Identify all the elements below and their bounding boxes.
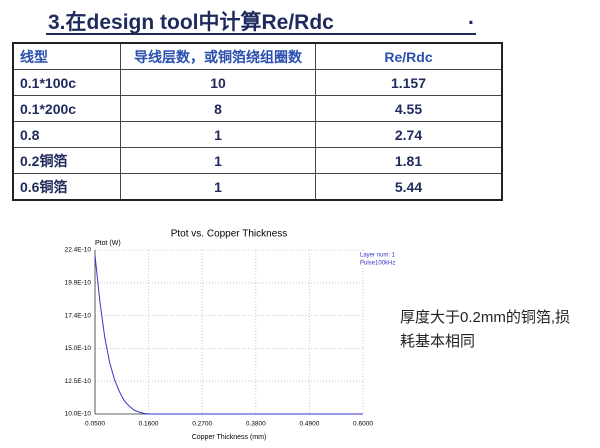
table-row: 0.1*200c 8 4.55 bbox=[12, 95, 503, 122]
column-header: 导线层数，或铜箔绕组圈数 bbox=[120, 42, 316, 70]
cell: 0.1*200c bbox=[12, 95, 121, 122]
cell: 1.81 bbox=[315, 147, 503, 174]
x-tick-label: 0.4900 bbox=[299, 421, 319, 428]
x-tick-label: 0.1600 bbox=[139, 421, 159, 428]
table-row: 0.2铜箔 1 1.81 bbox=[12, 147, 503, 174]
legend-text: Pulse100kHz bbox=[360, 261, 395, 267]
cell: 0.2铜箔 bbox=[12, 147, 121, 174]
line-series bbox=[94, 255, 363, 415]
x-tick-label: 0.3800 bbox=[246, 421, 266, 428]
cell: 0.8 bbox=[12, 121, 121, 148]
title: 3.在design tool中计算Re/Rdc bbox=[48, 11, 334, 34]
chart-title: Ptot vs. Copper Thickness bbox=[171, 229, 288, 240]
cell: 1 bbox=[120, 147, 316, 174]
x-tick-label: 0.2700 bbox=[192, 421, 212, 428]
title-underline bbox=[46, 33, 476, 35]
cell: 1 bbox=[120, 173, 316, 201]
y-tick-label: 15.0E-10 bbox=[65, 345, 92, 352]
header-row: 线型 导线层数，或铜箔绕组圈数 Re/Rdc bbox=[12, 42, 503, 70]
x-tick-label: 0.0500 bbox=[85, 421, 105, 428]
y-tick-label: 17.4E-10 bbox=[65, 312, 92, 319]
cell: 2.74 bbox=[315, 121, 503, 148]
cell: 4.55 bbox=[315, 95, 503, 122]
legend-text: Layer num: 1 bbox=[360, 253, 396, 259]
y-axis-label: Ptot (W) bbox=[95, 240, 121, 247]
table-row: 0.1*100c 10 1.157 bbox=[12, 69, 503, 96]
x-axis-label: Copper Thickness (mm) bbox=[192, 434, 267, 441]
y-tick-label: 10.0E-10 bbox=[65, 411, 92, 418]
cell: 1.157 bbox=[315, 69, 503, 96]
note: 厚度大于0.2mm的铜箔,损耗基本相同 bbox=[400, 309, 571, 350]
x-tick-label: 0.6000 bbox=[353, 421, 373, 428]
table: 线型 导线层数，或铜箔绕组圈数 Re/Rdc 0.1*100c 10 1.157 0.1*2… bbox=[12, 42, 503, 201]
title-suffix: . bbox=[468, 6, 474, 29]
y-tick-label: 22.4E-10 bbox=[65, 247, 92, 254]
table-row: 0.8 1 2.74 bbox=[12, 121, 503, 148]
cell: 10 bbox=[120, 69, 316, 96]
cell: 0.6铜箔 bbox=[12, 173, 121, 201]
cell: 0.1*100c bbox=[12, 69, 121, 96]
y-tick-label: 12.5E-10 bbox=[65, 378, 92, 385]
y-tick-label: 19.9E-10 bbox=[65, 280, 92, 287]
cell: 5.44 bbox=[315, 173, 503, 201]
table-row: 0.6铜箔 1 5.44 bbox=[12, 173, 503, 201]
